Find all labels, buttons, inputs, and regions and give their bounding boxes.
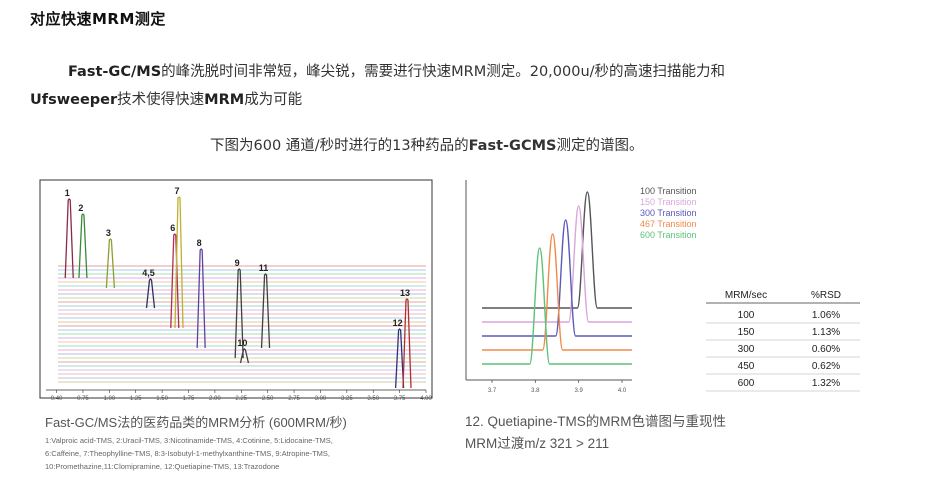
right-chromatogram: 3.7 3.8 3.9 4.0 [465,180,632,394]
paragraph-line-2-mid: 技术使得快速 [117,92,205,108]
left-chart-peak [174,196,184,329]
figure-caption-post: 测定的谱图。 [556,138,644,154]
right-chart-transition-caption: MRM过渡m/z 321 > 211 [465,436,610,451]
right-chart-x-tick-label: 3.8 [531,388,540,394]
rsd-table-cell: 300 [738,344,755,355]
left-chart-x-tick-label: 3.75 [394,396,406,402]
rsd-table-cell: 150 [738,327,755,338]
paragraph-line-1: Fast-GC/MS的峰洗脱时间非常短，峰尖锐，需要进行快速MRM测定。20,0… [68,60,725,81]
right-chart-trace [482,247,632,365]
left-chart-peak [260,273,271,349]
left-chart-x-tick-label: 3.00 [315,396,327,402]
left-chart-peak [402,298,412,389]
left-chart-x-tick-label: 3.25 [341,396,353,402]
left-chart-x-tick-label: 1.25 [130,396,142,402]
mrm-term: MRM [204,92,245,108]
right-chart-caption: 12. Quetiapine-TMS的MRM色谱图与重现性 [465,414,727,429]
right-chart-x-tick-label: 3.9 [574,388,583,394]
right-chart-traces [482,191,632,365]
right-chart-trace [482,219,632,337]
right-chart-x-tick-label: 4.0 [618,388,627,394]
left-chart-x-tick-label: 2.75 [288,396,300,402]
rsd-table-cell: 0.60% [812,344,840,355]
left-chart-x-tick-label: 2.50 [262,396,274,402]
left-chart-peak-label: 4,5 [142,268,155,278]
left-chart-frame [39,179,433,399]
left-chart-peak [234,268,244,359]
paragraph-line-1-text: 的峰洗脱时间非常短，峰尖锐，需要进行快速MRM测定。20,000u/秒的高速扫描… [161,64,726,80]
left-chart-peak-label: 2 [78,203,83,213]
transition-legend-item: 150 Transition [640,197,697,207]
left-chart-peak-label: 7 [174,186,179,196]
right-chart-x-ticks: 3.7 3.8 3.9 4.0 [488,380,627,394]
ufsweeper-term: Ufsweeper [30,92,118,108]
left-chart-x-tick-label: 1.50 [156,396,168,402]
rsd-table-header: %RSD [811,290,841,301]
figure-caption-bold: Fast-GCMS [468,138,557,154]
transition-legend-item: 300 Transition [640,208,697,218]
left-chart-peak-label: 8 [197,238,202,248]
left-chart-x-tick-label: 4.00 [420,396,432,402]
left-chart-peak [105,238,116,289]
fast-gcms-term: Fast-GC/MS [68,64,162,80]
left-chart-peak-label: 1 [65,188,70,198]
left-chart-peak-label: 9 [235,258,240,268]
left-chart-x-tick-label: 2.25 [235,396,247,402]
left-chart-peaks [64,196,412,389]
page-heading: 对应快速MRM测定 [30,10,166,28]
transition-legend-item: 600 Transition [640,230,697,240]
left-chart-peak-label: 11 [259,263,269,273]
rsd-table: MRM/sec %RSD 100 1.06% 150 1.13% 300 0.60% 450 0.… [706,290,860,392]
transition-legend-item: 467 Transition [640,219,697,229]
left-chart-peak-label: 12 [393,318,403,328]
rsd-table-cell: 1.06% [812,310,840,321]
rsd-table-cell: 1.13% [812,327,840,338]
left-chart-legend-line-3: 10:Promethazine,11:Clomipramine, 12:Quet… [45,462,280,471]
rsd-table-cell: 0.62% [812,361,840,372]
left-chart-x-tick-label: 3.50 [367,396,379,402]
right-chart-x-tick-label: 3.7 [488,388,497,394]
paragraph-line-2-end: 成为可能 [244,92,303,108]
left-chart-peak [394,328,405,389]
right-chart-trace [482,233,632,351]
rsd-table-cell: 450 [738,361,755,372]
transition-legend-item: 100 Transition [640,186,697,196]
left-chart-peak [78,213,88,279]
right-chart-trace [482,191,632,309]
paragraph-line-2: Ufsweeper技术使得快速MRM成为可能 [30,88,302,109]
rsd-table-cell: 1.32% [812,378,840,389]
left-chart-legend-line-2: 6:Caffeine, 7:Theophylline-TMS, 8:3-Isob… [45,449,330,458]
left-chart-x-tick-label: 2.00 [209,396,221,402]
left-chart-peak [145,278,156,309]
rsd-table-cell: 600 [738,378,755,389]
left-chart-caption: Fast-GC/MS法的医药品类的MRM分析 (600MRM/秒) [45,415,347,430]
left-chart-peak-label: 6 [170,223,175,233]
left-chart-peak [196,248,206,349]
figure-caption-pre: 下图为600 通道/秒时进行的13种药品的 [210,138,469,154]
left-chart-x-tick-label: 1.00 [103,396,115,402]
left-chart-x-ticks: 0.40 0.75 1.00 1.25 1.50 1.75 2.00 2.25 2.50 2.75… [51,390,432,402]
left-chart-peak-label: 3 [106,228,111,238]
left-chart-legend-line-1: 1:Valproic acid-TMS, 2:Uracil-TMS, 3:Nic… [45,436,333,445]
rsd-table-cell: 100 [738,310,755,321]
rsd-table-header: MRM/sec [725,290,767,301]
right-chart-trace [482,205,632,323]
left-chart-x-tick-label: 0.40 [51,396,63,402]
left-chart-peak [64,198,74,279]
left-chart-x-tick-label: 1.75 [183,396,195,402]
figure-caption: 下图为600 通道/秒时进行的13种药品的Fast-GCMS测定的谱图。 [210,134,643,155]
left-chart-peak [239,348,250,364]
left-chart-peak-label: 13 [400,288,410,298]
left-chart-x-tick-label: 0.75 [77,396,89,402]
left-chart-peak-label: 10 [237,338,247,348]
